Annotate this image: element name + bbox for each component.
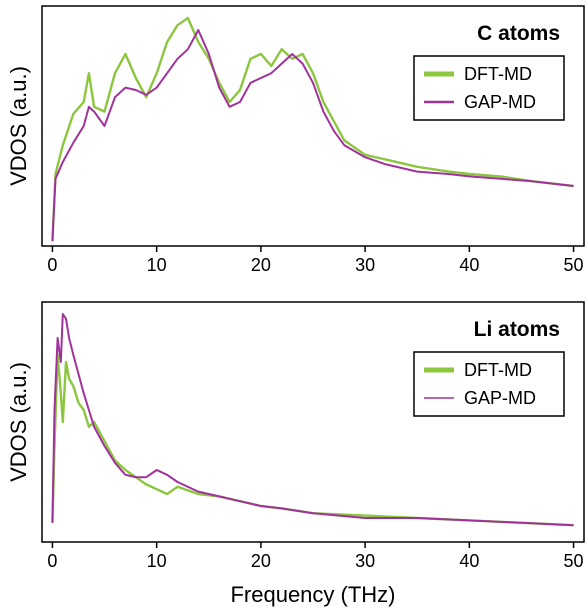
x-tick-label-1-40: 40 [459,255,479,275]
x-tick-label-1-0: 0 [47,255,57,275]
series-line-1-dft-md [51,16,574,242]
x-tick-label-2-40: 40 [459,551,479,571]
legend-box-2 [413,351,565,417]
y-axis-title-1: VDOS (a.u.) [6,66,31,186]
x-tick-label-2-50: 50 [564,551,584,571]
legend-label-2-1: DFT-MD [464,360,532,380]
plot-frame-2 [41,301,585,543]
x-tick-label-2-20: 20 [251,551,271,571]
legend-label-2-2: GAP-MD [464,388,536,408]
x-tick-label-1-10: 10 [147,255,167,275]
x-tick-label-1-50: 50 [564,255,584,275]
x-tick-label-2-30: 30 [355,551,375,571]
legend-box-1 [413,55,565,121]
series-line-2-gap-md [51,313,574,527]
panel-title-2: Li atoms [474,318,560,341]
x-tick-label-2-0: 0 [47,551,57,571]
x-tick-label-1-20: 20 [251,255,271,275]
legend-label-1-2: GAP-MD [464,92,536,112]
x-axis-title: Frequency (THz) [230,582,395,607]
plot-frame-1 [41,5,585,247]
x-tick-label-2-10: 10 [147,551,167,571]
series-line-1-gap-md [51,29,574,242]
panel-title-1: C atoms [477,22,560,45]
x-tick-label-1-30: 30 [355,255,375,275]
y-axis-title-2: VDOS (a.u.) [6,362,31,482]
legend-label-1-1: DFT-MD [464,64,532,84]
